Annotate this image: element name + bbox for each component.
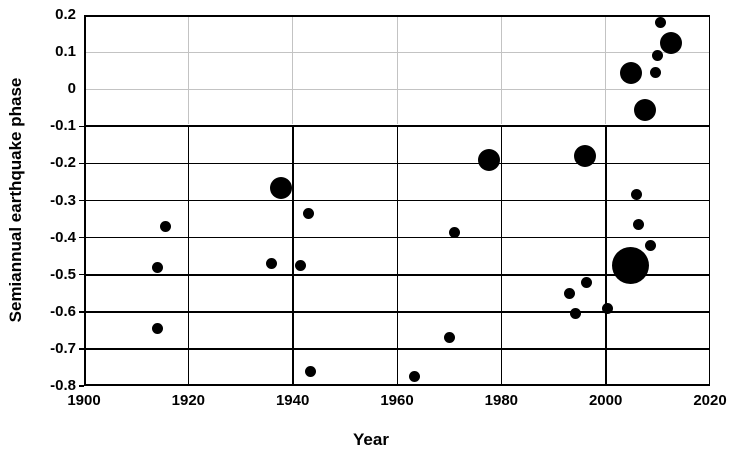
y-tick-label: -0.4 bbox=[50, 228, 76, 246]
data-point bbox=[644, 239, 656, 251]
data-point bbox=[570, 308, 582, 320]
data-point bbox=[601, 302, 613, 314]
y-tick-mark bbox=[79, 273, 84, 276]
gridline-x-band bbox=[396, 17, 398, 125]
y-tick-label: -0.6 bbox=[50, 302, 76, 320]
x-axis-line bbox=[84, 384, 710, 386]
y-tick-mark bbox=[79, 311, 84, 313]
data-point bbox=[151, 322, 163, 334]
data-point bbox=[652, 50, 664, 62]
x-tick-label: 1900 bbox=[67, 392, 101, 409]
y-tick-label: 0.2 bbox=[55, 6, 76, 23]
y-tick-label: -0.2 bbox=[50, 154, 76, 172]
y-tick-mark bbox=[79, 162, 84, 165]
y-tick-mark bbox=[79, 125, 84, 128]
y-tick-label: -0.7 bbox=[50, 339, 76, 357]
x-tick-label: 1940 bbox=[275, 392, 310, 409]
gridline-y bbox=[84, 311, 710, 313]
data-point bbox=[612, 246, 650, 284]
x-tick-label: 1960 bbox=[380, 392, 414, 409]
gridline-y bbox=[84, 237, 710, 239]
data-point bbox=[563, 287, 575, 299]
gridline-x-band bbox=[292, 17, 294, 125]
data-point bbox=[649, 67, 661, 78]
x-tick-label: 2020 bbox=[693, 392, 727, 409]
data-point bbox=[266, 258, 278, 270]
data-point bbox=[305, 365, 317, 377]
y-tick-label: -0.5 bbox=[50, 265, 76, 283]
band-border-bottom bbox=[84, 124, 710, 127]
y-tick-label: -0.8 bbox=[50, 377, 76, 394]
data-point bbox=[408, 371, 420, 383]
data-point bbox=[633, 98, 656, 121]
data-point bbox=[478, 148, 501, 171]
gridline-x bbox=[187, 126, 190, 386]
gridline-y bbox=[84, 274, 710, 276]
data-point bbox=[443, 332, 455, 344]
data-point bbox=[160, 220, 172, 232]
plot-area bbox=[79, 15, 710, 387]
y-tick-label: -0.3 bbox=[50, 191, 76, 209]
gridline-x bbox=[605, 126, 607, 386]
data-point bbox=[151, 261, 163, 273]
y-tick-mark bbox=[79, 348, 84, 350]
gridline-x-band bbox=[605, 17, 607, 125]
y-tick-mark bbox=[79, 199, 84, 202]
data-point bbox=[659, 31, 682, 54]
gridline-x bbox=[500, 126, 503, 386]
x-axis-title: Year bbox=[353, 430, 389, 449]
y-tick-label: 0.1 bbox=[55, 43, 76, 61]
gridline-y-band bbox=[84, 88, 710, 90]
gridline-y bbox=[84, 200, 710, 202]
data-point bbox=[294, 259, 306, 271]
y-tick-label: -0.1 bbox=[50, 117, 76, 135]
x-tick-label: 2000 bbox=[588, 392, 623, 409]
data-point bbox=[302, 207, 314, 219]
data-point bbox=[654, 16, 666, 28]
gridline-y bbox=[84, 162, 710, 165]
data-point bbox=[631, 189, 643, 201]
data-point bbox=[573, 144, 596, 167]
gridline-y bbox=[84, 348, 710, 350]
data-point bbox=[448, 226, 460, 238]
y-tick-mark bbox=[79, 385, 84, 387]
gridline-y-band bbox=[84, 51, 710, 53]
data-point bbox=[581, 276, 593, 288]
x-tick-label: 1920 bbox=[171, 392, 206, 409]
y-tick-mark bbox=[79, 236, 84, 239]
plot-border-right bbox=[708, 15, 710, 386]
gridline-x bbox=[292, 126, 294, 386]
gridline-x-band bbox=[187, 17, 189, 125]
plot-border-top bbox=[84, 15, 710, 17]
gridline-x-band bbox=[500, 17, 502, 125]
data-point bbox=[632, 219, 644, 231]
data-point bbox=[620, 61, 643, 84]
y-tick-label: 0 bbox=[67, 80, 76, 98]
data-point bbox=[270, 176, 293, 199]
x-tick-label: 1980 bbox=[484, 392, 519, 409]
y-axis-line bbox=[84, 15, 86, 386]
gridline-x bbox=[396, 126, 398, 386]
